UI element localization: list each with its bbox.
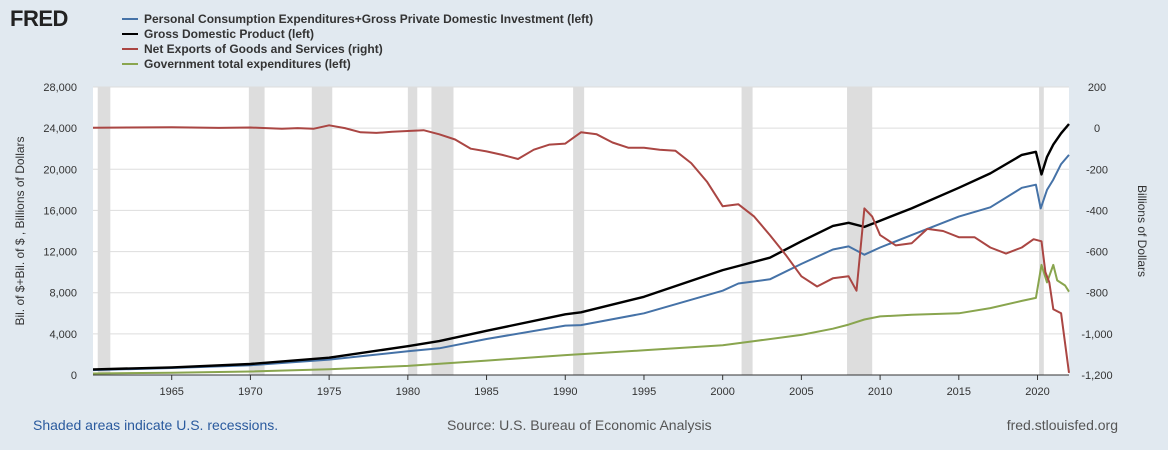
x-tick-label: 2015 bbox=[947, 386, 971, 398]
legend-label: Net Exports of Goods and Services (right… bbox=[144, 42, 383, 56]
fred-logo: FRED bbox=[10, 6, 68, 32]
legend-label: Government total expenditures (left) bbox=[144, 57, 351, 71]
recession-band bbox=[431, 87, 454, 375]
pce-gpdi-line bbox=[92, 154, 1070, 372]
y-tick-label-left: 16,000 bbox=[43, 205, 77, 217]
recession-band bbox=[97, 87, 111, 375]
recession-band bbox=[847, 87, 873, 375]
series-lines bbox=[92, 123, 1070, 375]
site-link[interactable]: fred.stlouisfed.org bbox=[1006, 417, 1118, 433]
recession-note: Shaded areas indicate U.S. recessions. bbox=[33, 417, 279, 433]
y-tick-label-left: 4,000 bbox=[49, 329, 77, 341]
legend: Personal Consumption Expenditures+Gross … bbox=[122, 12, 593, 71]
x-tick-label: 1970 bbox=[238, 386, 262, 398]
govt-expenditures-line bbox=[92, 263, 1070, 375]
logo-text: FRED bbox=[10, 6, 68, 31]
legend-label: Gross Domestic Product (left) bbox=[144, 27, 314, 41]
chart: 0 -1,200 4,000 -1,000 8,000 -800 12,000 -600 16,… bbox=[13, 12, 1149, 398]
legend-label: Personal Consumption Expenditures+Gross … bbox=[144, 12, 593, 26]
x-tick-label: 1965 bbox=[159, 386, 183, 398]
x-tick-label: 2010 bbox=[868, 386, 892, 398]
gridlines bbox=[93, 86, 1069, 335]
y-tick-label-right: 200 bbox=[1088, 82, 1106, 94]
x-tick-label: 2000 bbox=[710, 386, 734, 398]
recession-band bbox=[248, 87, 265, 375]
recession-band bbox=[573, 87, 585, 375]
y-tick-label-right: -1,000 bbox=[1081, 329, 1112, 341]
y-tick-label-right: -600 bbox=[1086, 247, 1108, 259]
y-axis-title-right: Billions of Dollars bbox=[1135, 185, 1149, 277]
recession-band bbox=[311, 87, 333, 375]
source-text: Source: U.S. Bureau of Economic Analysis bbox=[447, 417, 712, 433]
y-tick-label-left: 8,000 bbox=[49, 288, 77, 300]
y-tick-label-right: -200 bbox=[1086, 164, 1108, 176]
x-tick-label: 1980 bbox=[396, 386, 420, 398]
x-tick-label: 1975 bbox=[317, 386, 341, 398]
y-tick-label-left: 0 bbox=[71, 370, 77, 382]
x-tick-label: 2005 bbox=[789, 386, 813, 398]
net-exports-line bbox=[92, 124, 1070, 374]
recession-shading bbox=[97, 87, 1044, 375]
y-tick-label-right: -400 bbox=[1086, 205, 1108, 217]
axes: 0 -1,200 4,000 -1,000 8,000 -800 12,000 -600 16,… bbox=[13, 82, 1149, 398]
y-tick-label-left: 12,000 bbox=[43, 247, 77, 259]
x-tick-label: 1995 bbox=[632, 386, 656, 398]
x-tick-label: 1990 bbox=[553, 386, 577, 398]
recession-band bbox=[741, 87, 753, 375]
y-tick-label-left: 20,000 bbox=[43, 164, 77, 176]
y-tick-label-right: -1,200 bbox=[1081, 370, 1112, 382]
y-tick-label-right: 0 bbox=[1094, 123, 1100, 135]
x-tick-label: 2020 bbox=[1025, 386, 1049, 398]
y-tick-label-left: 24,000 bbox=[43, 123, 77, 135]
gdp-line bbox=[92, 123, 1070, 371]
y-tick-label-right: -800 bbox=[1086, 288, 1108, 300]
y-tick-label-left: 28,000 bbox=[43, 82, 77, 94]
recession-band bbox=[1039, 87, 1044, 375]
y-axis-title-left: Bil. of $+Bil. of $ , Billions of Dollar… bbox=[13, 136, 27, 325]
x-tick-label: 1985 bbox=[474, 386, 498, 398]
recession-band bbox=[407, 87, 418, 375]
